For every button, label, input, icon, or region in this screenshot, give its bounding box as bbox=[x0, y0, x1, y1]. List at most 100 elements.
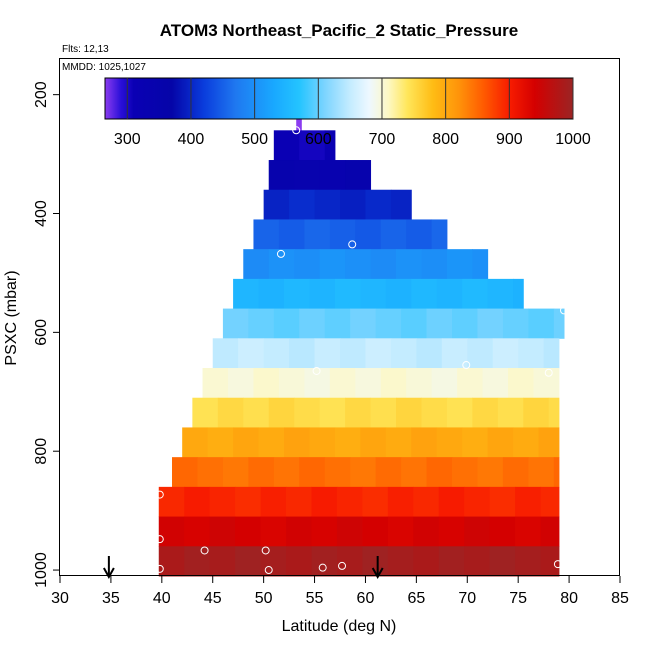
heatmap-cell bbox=[286, 546, 312, 577]
heatmap-cell bbox=[309, 427, 336, 458]
heatmap-cell bbox=[273, 130, 300, 161]
sample-point bbox=[292, 126, 301, 135]
y-tick-label: 600 bbox=[33, 319, 50, 346]
colorbar-tick-label: 400 bbox=[178, 131, 205, 148]
y-tick-label: 800 bbox=[33, 438, 50, 465]
heatmap-cell bbox=[462, 427, 489, 458]
heatmap-cell bbox=[311, 516, 338, 547]
x-tick-label: 75 bbox=[509, 590, 527, 607]
heatmap-cell bbox=[467, 338, 494, 369]
heatmap-cell bbox=[184, 486, 211, 518]
heatmap-cell bbox=[538, 427, 560, 458]
heatmap-cell bbox=[329, 368, 356, 399]
heatmap-cell bbox=[515, 546, 542, 577]
heatmap-cell bbox=[360, 278, 387, 310]
heatmap-cell bbox=[413, 486, 440, 518]
heatmap-cell bbox=[222, 308, 249, 339]
heatmap-cell bbox=[411, 427, 438, 458]
heatmap-cell bbox=[345, 160, 372, 191]
heatmap-cell bbox=[182, 427, 209, 458]
heatmap-cell bbox=[464, 516, 491, 547]
heatmap-cell bbox=[413, 546, 440, 577]
heatmap-cell bbox=[233, 427, 260, 458]
sample-point bbox=[200, 546, 209, 555]
heatmap-cell bbox=[243, 249, 270, 280]
sample-point bbox=[312, 366, 321, 375]
y-axis-label: PSXC (mbar) bbox=[3, 270, 20, 365]
heatmap-cell bbox=[406, 368, 433, 399]
heatmap-cell bbox=[492, 338, 519, 369]
heatmap-cell bbox=[477, 308, 504, 339]
heatmap-cell bbox=[209, 546, 236, 577]
x-tick-label: 85 bbox=[611, 590, 629, 607]
heatmap-cell bbox=[436, 427, 463, 458]
heatmap-cell bbox=[235, 516, 262, 547]
heatmap-cell bbox=[192, 397, 219, 428]
heatmap-cell bbox=[258, 427, 285, 458]
heatmap-cell bbox=[387, 516, 414, 547]
heatmap-cell bbox=[472, 249, 489, 280]
heatmap-cell bbox=[385, 278, 412, 310]
heatmap-cell bbox=[212, 338, 239, 369]
heatmap-cell bbox=[336, 486, 363, 518]
heatmap-cell bbox=[309, 278, 336, 310]
heatmap-cell bbox=[158, 546, 185, 577]
heatmap-cell bbox=[268, 160, 295, 191]
colorbar-tick-label: 300 bbox=[114, 131, 141, 148]
heatmap-cell bbox=[253, 368, 280, 399]
heatmap-cell bbox=[390, 338, 417, 369]
heatmap-cell bbox=[396, 249, 422, 280]
heatmap-cell bbox=[350, 457, 377, 488]
heatmap-cell bbox=[228, 368, 254, 399]
heatmap-cell bbox=[268, 397, 295, 428]
plot-frame bbox=[59, 58, 620, 576]
heatmap-cell bbox=[243, 397, 270, 428]
heatmap-cell bbox=[324, 130, 336, 161]
heatmap-cell bbox=[462, 278, 489, 310]
heatmap-cell bbox=[553, 308, 565, 339]
flight-arrow-head bbox=[102, 567, 115, 580]
heatmap-cell bbox=[158, 516, 185, 547]
heatmap-cell bbox=[340, 189, 366, 220]
colorbar-tick-label: 500 bbox=[241, 131, 268, 148]
heatmap-cell bbox=[380, 368, 407, 399]
colorbar-tick-label: 700 bbox=[369, 131, 396, 148]
sample-point bbox=[276, 249, 285, 258]
heatmap-cell bbox=[540, 486, 560, 518]
heatmap-cell bbox=[396, 397, 422, 428]
sample-point bbox=[462, 361, 471, 370]
heatmap-cell bbox=[273, 457, 300, 488]
heatmap-cell bbox=[426, 457, 453, 488]
x-tick-label: 60 bbox=[357, 590, 375, 607]
heatmap-cell bbox=[390, 189, 412, 220]
heatmap-cell bbox=[248, 457, 275, 488]
y-tick-label: 400 bbox=[33, 200, 50, 227]
heatmap-cell bbox=[284, 427, 310, 458]
heatmap-cell bbox=[416, 338, 443, 369]
heatmap-cell bbox=[387, 546, 414, 577]
heatmap-cell bbox=[436, 278, 463, 310]
y-axis: 200 400 600 800 1000 bbox=[33, 81, 60, 588]
x-tick-label: 80 bbox=[560, 590, 578, 607]
x-axis: 30 35 40 45 50 55 60 65 70 75 80 85 bbox=[51, 576, 629, 607]
heatmap-cell bbox=[540, 546, 560, 577]
heatmap-cell bbox=[289, 338, 316, 369]
heatmap-cell bbox=[518, 338, 545, 369]
heatmap-cell bbox=[513, 278, 524, 310]
sample-point bbox=[544, 368, 553, 377]
heatmap-cell bbox=[258, 278, 285, 310]
sample-point bbox=[318, 563, 327, 572]
heatmap-cell bbox=[253, 219, 280, 250]
heatmap-cell bbox=[438, 486, 465, 518]
heatmap-cell bbox=[314, 338, 341, 369]
heatmap-cell bbox=[329, 219, 356, 250]
heatmap-cell bbox=[217, 397, 244, 428]
heatmap-cell bbox=[362, 516, 389, 547]
heatmap-cell bbox=[508, 368, 534, 399]
heatmap-cell bbox=[350, 308, 377, 339]
heatmap-cell bbox=[502, 457, 529, 488]
heatmap-cell bbox=[487, 278, 514, 310]
heatmap-cell bbox=[401, 457, 428, 488]
x-tick-label: 70 bbox=[458, 590, 476, 607]
heatmap-cell bbox=[345, 249, 372, 280]
